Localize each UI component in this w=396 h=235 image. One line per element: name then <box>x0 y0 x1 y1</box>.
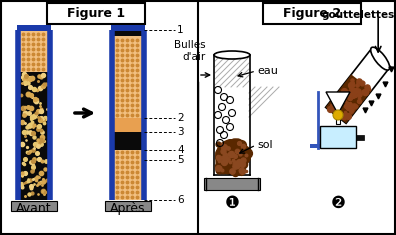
Bar <box>114 30 142 36</box>
Bar <box>111 25 145 31</box>
Bar <box>20 30 48 72</box>
Bar <box>114 118 142 132</box>
Bar <box>17 25 51 31</box>
Text: 1: 1 <box>177 25 184 35</box>
Text: Après: Après <box>110 202 146 215</box>
Text: ❶: ❶ <box>225 194 240 212</box>
Bar <box>336 112 340 124</box>
Text: 2: 2 <box>177 113 184 123</box>
Text: 6: 6 <box>177 195 184 205</box>
Text: Figure 1: Figure 1 <box>67 8 125 20</box>
Bar <box>320 126 356 148</box>
Text: 3: 3 <box>177 127 184 137</box>
Polygon shape <box>326 74 372 123</box>
Text: Figure 2: Figure 2 <box>283 8 341 20</box>
Bar <box>114 150 142 200</box>
Text: Avant: Avant <box>16 202 52 215</box>
FancyBboxPatch shape <box>263 3 361 24</box>
FancyBboxPatch shape <box>47 3 145 24</box>
Ellipse shape <box>371 47 390 70</box>
Text: gouttelettes: gouttelettes <box>322 10 395 20</box>
Bar <box>114 132 142 150</box>
FancyBboxPatch shape <box>105 201 151 211</box>
Text: ❷: ❷ <box>331 194 345 212</box>
Ellipse shape <box>214 51 250 59</box>
Bar <box>356 135 364 140</box>
Circle shape <box>333 110 343 120</box>
Text: 5: 5 <box>177 155 184 165</box>
Ellipse shape <box>215 139 249 175</box>
Bar <box>215 55 249 87</box>
Text: sol: sol <box>257 140 272 150</box>
Text: 4: 4 <box>177 145 184 155</box>
Text: Bulles
d'air: Bulles d'air <box>174 40 206 62</box>
Text: eau: eau <box>257 66 278 76</box>
FancyBboxPatch shape <box>204 178 260 190</box>
Bar <box>20 72 48 200</box>
FancyBboxPatch shape <box>11 201 57 211</box>
Bar <box>114 36 142 118</box>
Polygon shape <box>326 92 350 114</box>
Polygon shape <box>326 51 390 123</box>
Bar <box>310 144 326 148</box>
